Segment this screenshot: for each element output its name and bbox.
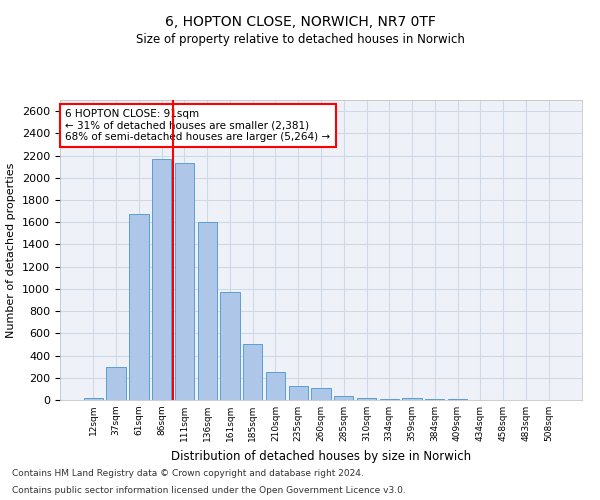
- Bar: [357, 398, 376, 400]
- Bar: [129, 214, 149, 400]
- X-axis label: Distribution of detached houses by size in Norwich: Distribution of detached houses by size …: [171, 450, 471, 462]
- Text: 6 HOPTON CLOSE: 91sqm
← 31% of detached houses are smaller (2,381)
68% of semi-d: 6 HOPTON CLOSE: 91sqm ← 31% of detached …: [65, 109, 331, 142]
- Bar: [175, 164, 194, 400]
- Y-axis label: Number of detached properties: Number of detached properties: [7, 162, 16, 338]
- Bar: [152, 159, 172, 400]
- Text: Contains public sector information licensed under the Open Government Licence v3: Contains public sector information licen…: [12, 486, 406, 495]
- Bar: [380, 399, 399, 400]
- Bar: [220, 292, 239, 400]
- Bar: [311, 388, 331, 400]
- Bar: [266, 372, 285, 400]
- Bar: [84, 398, 103, 400]
- Text: 6, HOPTON CLOSE, NORWICH, NR7 0TF: 6, HOPTON CLOSE, NORWICH, NR7 0TF: [164, 15, 436, 29]
- Bar: [106, 366, 126, 400]
- Text: Size of property relative to detached houses in Norwich: Size of property relative to detached ho…: [136, 32, 464, 46]
- Bar: [197, 222, 217, 400]
- Bar: [243, 344, 262, 400]
- Text: Contains HM Land Registry data © Crown copyright and database right 2024.: Contains HM Land Registry data © Crown c…: [12, 468, 364, 477]
- Bar: [403, 398, 422, 400]
- Bar: [448, 399, 467, 400]
- Bar: [289, 386, 308, 400]
- Bar: [334, 396, 353, 400]
